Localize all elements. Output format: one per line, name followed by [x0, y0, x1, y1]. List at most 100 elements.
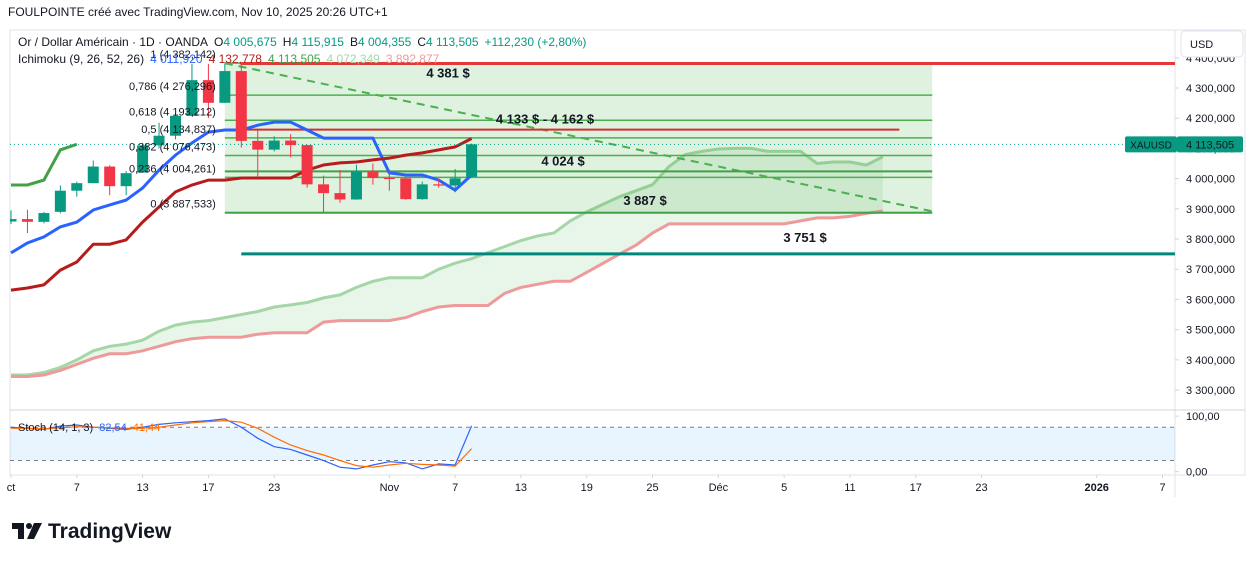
fib-label: 0,382 (4 076,473) — [129, 142, 216, 154]
fib-label: 0,236 (4 004,261) — [129, 163, 216, 175]
last-price-tag — [1177, 136, 1243, 153]
ohlc-key: H — [283, 35, 292, 49]
symbol-tag — [1125, 136, 1177, 153]
stoch-tick-label: 0,00 — [1186, 467, 1207, 479]
x-tick-label: 13 — [136, 482, 148, 494]
candle-body — [449, 178, 461, 186]
brand-name: TradingView — [48, 520, 172, 543]
candle-body — [54, 190, 66, 212]
x-tick-label: 23 — [268, 482, 280, 494]
candle-body — [433, 184, 445, 186]
ohlc-value: 4 005,675 — [223, 35, 277, 49]
trend-line — [224, 62, 933, 213]
candle-body — [268, 140, 280, 150]
currency-label[interactable]: USD — [1190, 39, 1213, 51]
x-tick-label: 7 — [1159, 482, 1165, 494]
candle-body — [416, 184, 428, 200]
candle-body — [10, 219, 17, 222]
x-tick-label: 17 — [910, 482, 922, 494]
lagging-span — [11, 142, 78, 187]
indicator-value: 4 113,505 — [268, 52, 321, 66]
x-tick-label: 11 — [844, 482, 855, 494]
candle-body — [466, 144, 478, 177]
stoch-d — [11, 419, 473, 468]
symbol-title: Or / Dollar Américain · 1D · OANDA — [18, 35, 208, 49]
candle-body — [252, 140, 264, 150]
indicator-value: 4 011,920 — [150, 52, 203, 66]
price-line-label: 4 133 $ - 4 162 $ — [496, 112, 595, 127]
ohlc-value: 4 113,505 — [426, 35, 479, 49]
indicator-value: 41,44 — [133, 422, 161, 434]
axes: 3 300,000 3 400,000 3 500,000 3 600,000 3 70… — [7, 53, 1243, 494]
y-tick-label: 3 800,000 — [1186, 234, 1235, 246]
leading-span-a — [11, 146, 884, 377]
ohlc-key: B — [350, 35, 358, 49]
x-tick-label: 23 — [975, 482, 987, 494]
legend-stoch: Stoch (14, 1, 3) 82,54 41,44 — [18, 422, 160, 434]
x-tick-label: 25 — [646, 482, 658, 494]
x-tick-label: 5 — [781, 482, 787, 494]
price-line-label: 4 024 $ — [541, 153, 585, 168]
candle-body — [400, 178, 412, 200]
ichimoku-cloud — [11, 148, 883, 377]
x-tick-label: 2026 — [1084, 482, 1108, 494]
candle-body — [350, 171, 362, 200]
last-price-label: 4 113,505 — [1186, 139, 1234, 151]
fib-label: 1 (4 382,142) — [150, 49, 215, 61]
candle-body — [186, 80, 198, 116]
kijun-line — [10, 137, 473, 292]
candle-body — [153, 135, 165, 146]
legend-ichimoku: Ichimoku (9, 26, 52, 26) 4 011,920 4 132,7… — [18, 52, 440, 66]
legend-main: Or / Dollar Américain · 1D · OANDA O4 005… — [18, 35, 586, 49]
candle-body — [219, 71, 231, 103]
y-tick-label: 3 900,000 — [1186, 204, 1235, 216]
candle-body — [318, 184, 330, 194]
x-tick-label: 19 — [581, 482, 593, 494]
fib-label: 0,5 (4 134,837) — [141, 124, 216, 136]
leading-span-b — [11, 209, 884, 378]
candle-body — [285, 140, 297, 146]
candle-body — [137, 145, 149, 173]
stoch-pane — [10, 418, 1175, 470]
x-tick-label: 7 — [452, 482, 458, 494]
x-tick-label: Déc — [709, 482, 729, 494]
price-line-label: 3 887 $ — [623, 193, 667, 208]
candle-body — [104, 166, 116, 187]
candle-body — [334, 193, 346, 200]
y-tick-label: 3 400,000 — [1186, 355, 1235, 367]
y-tick-label: 3 500,000 — [1186, 325, 1235, 337]
symbol-tag-label: XAUUSD — [1130, 140, 1172, 151]
indicator-name: Ichimoku (9, 26, 52, 26) — [18, 52, 144, 66]
credit: FOULPOINTE créé avec TradingView.com, No… — [8, 5, 388, 19]
candle-body — [383, 178, 395, 180]
candle-body — [170, 115, 181, 136]
indicator-value: 3 892,877 — [386, 52, 440, 66]
candle-body — [235, 71, 247, 141]
price-line-label: 3 751 $ — [783, 230, 827, 245]
change: +112,230 (+2,80%) — [485, 35, 587, 49]
candle-body — [301, 145, 313, 185]
ohlc-key: C — [417, 35, 426, 49]
brand-logo — [12, 523, 42, 539]
x-tick-label: 17 — [202, 482, 214, 494]
stoch-band — [10, 427, 1175, 461]
x-tick-label: 7 — [74, 482, 80, 494]
currency-button[interactable] — [1180, 30, 1244, 58]
fib-label: 0,786 (4 276,296) — [129, 81, 216, 93]
candle-body — [21, 219, 33, 222]
indicator-value: 82,54 — [99, 422, 127, 434]
candle-body — [38, 213, 50, 222]
indicator-value: 4 072,349 — [326, 52, 380, 66]
price-line-label: 4 381 $ — [426, 66, 470, 81]
fib-label: 0 (3 887,533) — [150, 199, 215, 211]
y-tick-label: 3 600,000 — [1186, 294, 1235, 306]
ohlc-value: 4 004,355 — [358, 35, 412, 49]
y-tick-label: 4 200,000 — [1186, 113, 1235, 125]
candle-body — [120, 173, 132, 187]
fib-label: 0,618 (4 193,212) — [129, 106, 216, 118]
y-tick-label: 3 300,000 — [1186, 385, 1235, 397]
indicator-name: Stoch (14, 1, 3) — [18, 422, 93, 434]
x-tick-label: Nov — [380, 482, 400, 494]
